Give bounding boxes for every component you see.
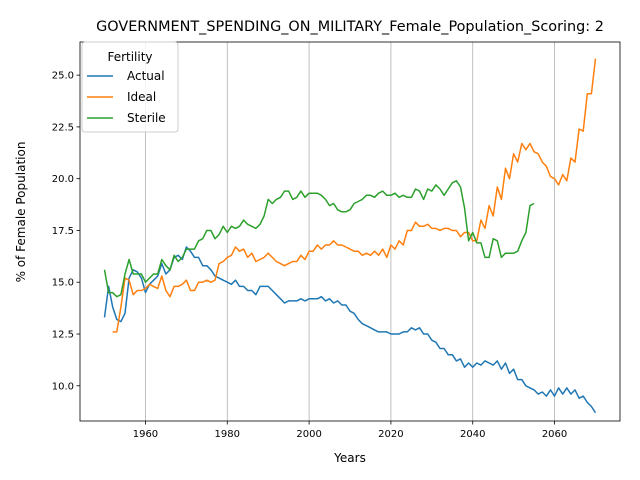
y-axis-label: % of Female Population <box>14 142 28 283</box>
series-line-actual <box>103 246 597 414</box>
plot-frame <box>79 41 621 422</box>
y-tick-label: 10.0 <box>52 381 74 392</box>
x-axis-ticks: 1960 1980 2000 2020 2040 2060 <box>133 421 567 440</box>
y-tick-label: 17.5 <box>52 226 74 237</box>
x-tick-label: 1960 <box>133 429 158 440</box>
x-tick-label: 2000 <box>296 429 321 440</box>
legend: Fertility Actual Ideal Sterile <box>81 41 179 133</box>
x-tick-label: 2060 <box>542 429 567 440</box>
y-tick-label: 25.0 <box>52 71 74 82</box>
y-tick-label: 15.0 <box>52 278 74 289</box>
x-tick-label: 2040 <box>460 429 485 440</box>
series-lines <box>103 58 597 414</box>
y-tick-label: 22.5 <box>52 122 74 133</box>
chart-title: GOVERNMENT_SPENDING_ON_MILITARY_Female_P… <box>96 19 604 35</box>
y-axis-ticks: 10.0 12.5 15.0 17.5 20.0 22.5 25.0 <box>52 71 80 392</box>
x-tick-label: 2020 <box>378 429 403 440</box>
legend-label-actual: Actual <box>127 69 165 83</box>
x-tick-label: 1980 <box>215 429 240 440</box>
legend-label-ideal: Ideal <box>127 90 156 104</box>
x-axis-label: Years <box>333 451 366 465</box>
legend-label-sterile: Sterile <box>127 111 166 125</box>
series-line-ideal <box>112 58 597 333</box>
legend-title: Fertility <box>107 50 152 64</box>
legend-box <box>81 41 179 133</box>
y-tick-label: 20.0 <box>52 174 74 185</box>
series-line-sterile <box>103 180 535 298</box>
y-tick-label: 12.5 <box>52 330 74 341</box>
